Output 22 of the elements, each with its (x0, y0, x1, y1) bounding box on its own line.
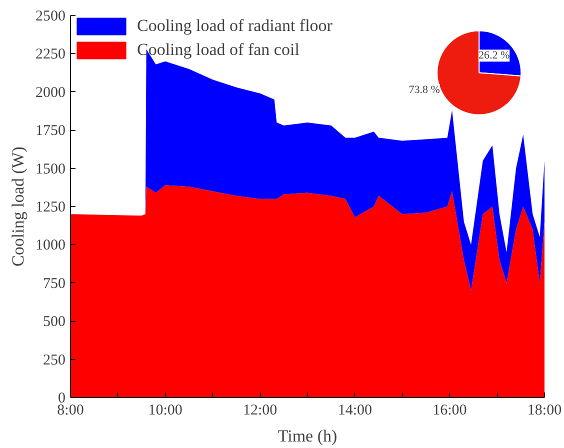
x-axis-title: Time (h) (278, 426, 338, 446)
legend-label: Cooling load of fan coil (137, 40, 300, 60)
y-tick-label: 1750 (36, 123, 66, 140)
data-label: 73.8 % (408, 84, 440, 96)
x-tick-label: 18:00 (527, 402, 562, 418)
x-tick-label: 8:00 (57, 402, 84, 418)
x-tick-label: 10:00 (148, 402, 182, 418)
y-tick-label: 750 (43, 276, 66, 292)
y-tick-label: 2000 (36, 84, 66, 101)
y-tick-label: 1000 (36, 238, 66, 254)
x-tick-label: 12:00 (243, 402, 278, 418)
x-tick-label: 14:00 (338, 402, 372, 418)
data-label: 26.2 % (478, 50, 510, 62)
y-tick-label: 1500 (36, 161, 66, 178)
y-tick-label: 2250 (36, 46, 66, 63)
x-tick-label: 16:00 (432, 402, 467, 418)
legend-label: Cooling load of radiant floor (137, 16, 332, 36)
y-tick-label: 2500 (36, 8, 66, 24)
y-tick-label: 500 (43, 314, 66, 330)
y-axis-title: Cooling load (W) (8, 146, 28, 266)
y-tick-label: 250 (43, 352, 66, 368)
y-tick-label: 1250 (36, 200, 66, 216)
